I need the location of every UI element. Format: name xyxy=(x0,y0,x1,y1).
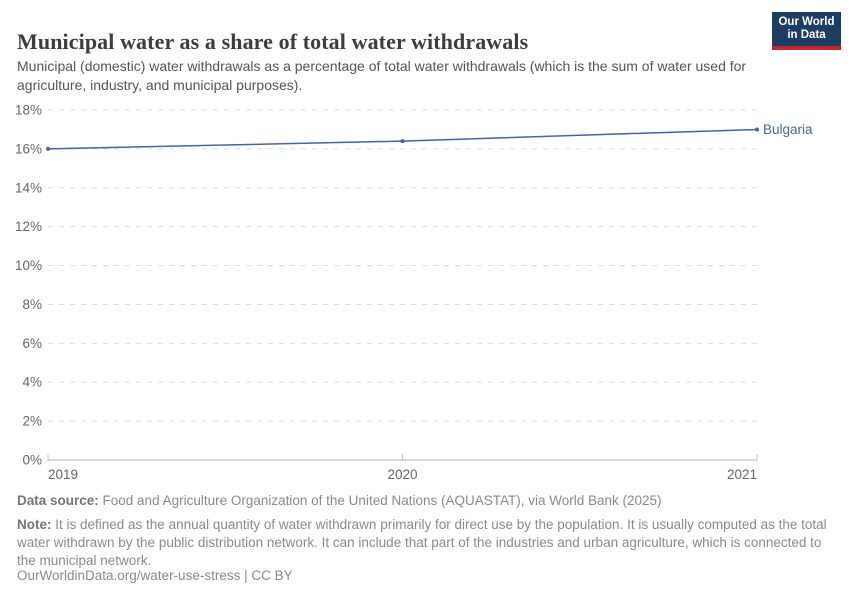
owid-logo-line2: in Data xyxy=(787,29,826,41)
y-axis-tick-label-10pct: 10% xyxy=(15,258,42,273)
chart-note: Note: It is defined as the annual quanti… xyxy=(17,516,835,570)
x-axis-tick-label-2021: 2021 xyxy=(727,467,757,482)
note-text: It is defined as the annual quantity of … xyxy=(17,517,827,568)
data-point-bulgaria-2021[interactable] xyxy=(755,127,759,132)
y-axis-tick-label-2pct: 2% xyxy=(22,414,42,429)
y-axis-tick-label-4pct: 4% xyxy=(22,375,42,390)
note-label: Note: xyxy=(17,517,52,532)
series-label-bulgaria[interactable]: Bulgaria xyxy=(763,122,813,137)
y-axis-tick-label-12pct: 12% xyxy=(15,219,42,234)
x-axis-tick-label-2019: 2019 xyxy=(48,467,78,482)
page-title: Municipal water as a share of total wate… xyxy=(17,28,529,54)
owid-logo-line1: Our World xyxy=(778,16,835,28)
y-axis-tick-label-0pct: 0% xyxy=(22,453,42,468)
y-axis-tick-label-8pct: 8% xyxy=(22,297,42,312)
owid-url-link[interactable]: OurWorldinData.org/water-use-stress xyxy=(17,568,241,583)
owid-logo[interactable]: Our World in Data xyxy=(772,12,841,50)
data-point-bulgaria-2020[interactable] xyxy=(400,139,405,144)
citation-separator: | xyxy=(240,568,252,583)
y-axis-tick-label-6pct: 6% xyxy=(22,336,42,351)
footer-citation: OurWorldinData.org/water-use-stress | CC… xyxy=(17,567,835,585)
y-axis-tick-label-18pct: 18% xyxy=(15,103,42,118)
data-source-text: Food and Agriculture Organization of the… xyxy=(98,493,662,508)
chart-subtitle: Municipal (domestic) water withdrawals a… xyxy=(17,58,747,93)
license-label: CC BY xyxy=(251,568,293,583)
data-source-label: Data source: xyxy=(17,493,99,508)
data-source: Data source: Food and Agriculture Organi… xyxy=(17,492,835,510)
data-point-bulgaria-2019[interactable] xyxy=(46,146,50,151)
x-axis-tick-label-2020: 2020 xyxy=(387,467,417,482)
y-axis-tick-label-14pct: 14% xyxy=(15,180,42,195)
y-axis-tick-label-16pct: 16% xyxy=(15,141,42,156)
